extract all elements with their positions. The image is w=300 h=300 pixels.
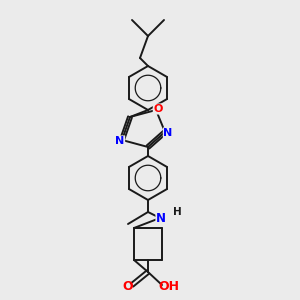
- Text: N: N: [156, 212, 166, 224]
- Text: N: N: [164, 128, 172, 138]
- Text: N: N: [116, 136, 124, 146]
- Text: O: O: [123, 280, 133, 293]
- Text: H: H: [172, 207, 182, 217]
- Text: OH: OH: [158, 280, 179, 293]
- Text: O: O: [153, 104, 163, 114]
